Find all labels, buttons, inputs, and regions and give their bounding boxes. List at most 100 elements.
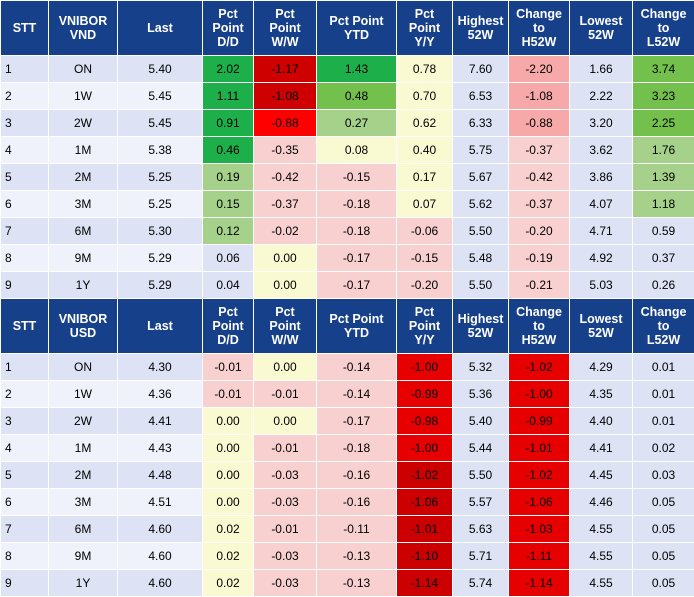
cell-pct-ww: -0.03: [254, 489, 317, 516]
cell-tenor: 2M: [49, 164, 118, 191]
cell-last: 4.36: [118, 381, 203, 408]
cell-pct-dd: -0.01: [203, 381, 254, 408]
cell-pct-ytd: -0.16: [317, 489, 397, 516]
cell-pct-ww: -1.17: [254, 56, 317, 83]
cell-pct-yy: -1.10: [397, 543, 453, 570]
cell-change-l52w: 0.01: [633, 354, 694, 381]
cell-highest-52w: 5.50: [453, 272, 509, 299]
cell-last: 4.60: [118, 570, 203, 597]
cell-pct-ww: -0.88: [254, 110, 317, 137]
cell-pct-yy: -0.99: [397, 381, 453, 408]
cell-highest-52w: 5.32: [453, 354, 509, 381]
cell-pct-ytd: -0.14: [317, 354, 397, 381]
cell-pct-dd: 2.02: [203, 56, 254, 83]
cell-pct-ww: -0.03: [254, 543, 317, 570]
cell-lowest-52w: 4.55: [570, 516, 633, 543]
cell-pct-ytd: 1.43: [317, 56, 397, 83]
cell-pct-ytd: -0.18: [317, 218, 397, 245]
cell-change-l52w: 0.01: [633, 381, 694, 408]
cell-highest-52w: 6.53: [453, 83, 509, 110]
cell-change-l52w: 0.59: [633, 218, 694, 245]
cell-tenor: ON: [49, 354, 118, 381]
cell-lowest-52w: 2.22: [570, 83, 633, 110]
cell-change-l52w: 0.26: [633, 272, 694, 299]
cell-pct-dd: 0.02: [203, 543, 254, 570]
cell-lowest-52w: 3.62: [570, 137, 633, 164]
cell-tenor: 1M: [49, 435, 118, 462]
cell-stt: 9: [1, 570, 49, 597]
cell-change-l52w: 2.25: [633, 110, 694, 137]
cell-highest-52w: 5.48: [453, 245, 509, 272]
cell-pct-yy: -1.00: [397, 435, 453, 462]
cell-last: 5.38: [118, 137, 203, 164]
cell-change-h52w: -0.37: [509, 137, 570, 164]
cell-pct-dd: 0.46: [203, 137, 254, 164]
cell-tenor: 1W: [49, 83, 118, 110]
cell-last: 5.25: [118, 191, 203, 218]
cell-pct-yy: -0.20: [397, 272, 453, 299]
cell-last: 4.48: [118, 462, 203, 489]
cell-lowest-52w: 1.66: [570, 56, 633, 83]
cell-stt: 6: [1, 489, 49, 516]
cell-change-h52w: -1.00: [509, 381, 570, 408]
cell-change-h52w: -1.06: [509, 489, 570, 516]
cell-change-l52w: 0.37: [633, 245, 694, 272]
cell-pct-dd: 0.15: [203, 191, 254, 218]
cell-lowest-52w: 4.92: [570, 245, 633, 272]
cell-lowest-52w: 4.29: [570, 354, 633, 381]
cell-pct-yy: -0.15: [397, 245, 453, 272]
cell-highest-52w: 5.71: [453, 543, 509, 570]
cell-stt: 2: [1, 83, 49, 110]
cell-tenor: 6M: [49, 218, 118, 245]
cell-highest-52w: 5.44: [453, 435, 509, 462]
cell-last: 5.45: [118, 110, 203, 137]
cell-stt: 2: [1, 381, 49, 408]
cell-pct-yy: 0.07: [397, 191, 453, 218]
cell-last: 4.60: [118, 543, 203, 570]
cell-pct-ytd: -0.18: [317, 435, 397, 462]
cell-last: 5.29: [118, 272, 203, 299]
cell-change-l52w: 0.05: [633, 489, 694, 516]
cell-pct-dd: 0.06: [203, 245, 254, 272]
cell-last: 4.51: [118, 489, 203, 516]
cell-pct-dd: 0.91: [203, 110, 254, 137]
cell-pct-ww: -0.37: [254, 191, 317, 218]
cell-pct-dd: 0.00: [203, 489, 254, 516]
cell-pct-yy: -1.00: [397, 354, 453, 381]
column-header-stt: STT: [1, 1, 49, 56]
cell-pct-yy: 0.62: [397, 110, 453, 137]
cell-pct-yy: -1.02: [397, 462, 453, 489]
cell-pct-yy: -1.06: [397, 489, 453, 516]
cell-stt: 7: [1, 218, 49, 245]
cell-highest-52w: 6.33: [453, 110, 509, 137]
cell-pct-ytd: 0.08: [317, 137, 397, 164]
cell-pct-ytd: -0.16: [317, 462, 397, 489]
cell-stt: 4: [1, 137, 49, 164]
cell-tenor: 2M: [49, 462, 118, 489]
cell-highest-52w: 5.50: [453, 462, 509, 489]
cell-pct-ww: -0.03: [254, 462, 317, 489]
cell-lowest-52w: 4.07: [570, 191, 633, 218]
cell-last: 5.40: [118, 56, 203, 83]
column-header-last: Last: [118, 299, 203, 354]
cell-pct-yy: -0.06: [397, 218, 453, 245]
cell-pct-ytd: -0.18: [317, 191, 397, 218]
cell-pct-ww: -0.01: [254, 435, 317, 462]
cell-stt: 5: [1, 164, 49, 191]
cell-change-h52w: -0.20: [509, 218, 570, 245]
